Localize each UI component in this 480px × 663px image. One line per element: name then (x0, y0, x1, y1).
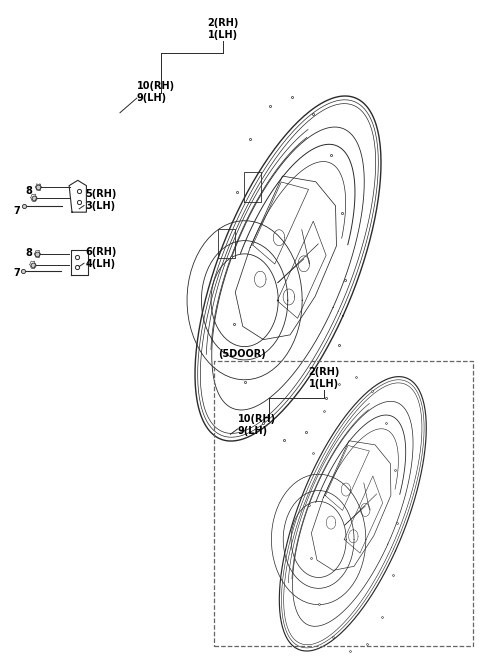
Text: 5(RH): 5(RH) (85, 189, 117, 199)
Text: 7: 7 (13, 206, 20, 216)
Text: 6(RH): 6(RH) (85, 247, 117, 257)
Text: 10(RH): 10(RH) (137, 82, 175, 91)
Text: 10(RH): 10(RH) (238, 414, 276, 424)
Text: 9(LH): 9(LH) (238, 426, 268, 436)
Text: 2(RH): 2(RH) (207, 18, 239, 28)
Text: 2(RH): 2(RH) (308, 367, 340, 377)
Text: 1(LH): 1(LH) (208, 30, 238, 40)
Text: 7: 7 (13, 268, 20, 278)
Text: 9(LH): 9(LH) (137, 93, 167, 103)
Text: 1(LH): 1(LH) (309, 379, 339, 389)
Text: 4(LH): 4(LH) (85, 259, 116, 269)
Text: 8: 8 (25, 248, 32, 259)
Text: (5DOOR): (5DOOR) (218, 349, 266, 359)
Text: 3(LH): 3(LH) (85, 201, 116, 211)
Text: 8: 8 (25, 186, 32, 196)
